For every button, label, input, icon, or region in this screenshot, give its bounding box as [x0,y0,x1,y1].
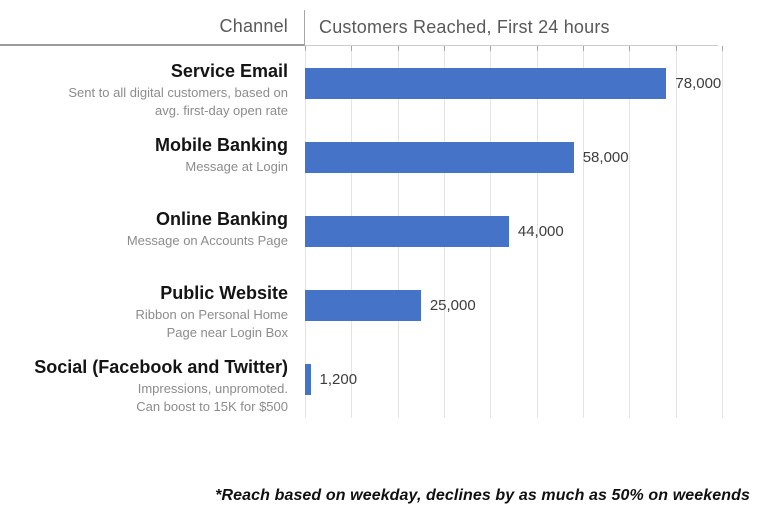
chart-row: Online Banking Message on Accounts Page … [0,194,758,268]
footnote: *Reach based on weekday, declines by as … [215,487,750,504]
category-note: Message at Login [185,158,288,174]
bar [305,215,509,247]
category-label: Social (Facebook and Twitter) [34,357,288,377]
category-label-cell: Service Email Sent to all digital custom… [0,46,305,120]
bar [305,67,667,99]
bar [305,141,574,173]
chart-row: Service Email Sent to all digital custom… [0,46,758,120]
gridline [536,46,538,418]
bar-value-label: 58,000 [582,148,629,166]
category-label-cell: Public Website Ribbon on Personal Home Pa… [0,268,305,342]
category-label: Online Banking [155,209,288,229]
chart-header: Channel Customers Reached, First 24 hour… [0,0,718,46]
category-label: Mobile Banking [154,135,288,155]
channel-column-header-cell: Channel [0,0,305,46]
bar-cell: 25,000 [305,268,722,342]
chart-rows: Service Email Sent to all digital custom… [0,46,758,416]
category-label-cell: Mobile Banking Message at Login [0,120,305,194]
bar-value-label: 78,000 [675,74,722,92]
bar-value-label: 1,200 [319,370,358,388]
chart-row: Public Website Ribbon on Personal Home Pa… [0,268,758,342]
bar-cell: 58,000 [305,120,722,194]
bar [305,289,421,321]
category-label-cell: Social (Facebook and Twitter) Impression… [0,342,305,416]
gridline [582,46,584,418]
gridline [722,46,723,418]
category-label: Service Email [170,61,288,81]
chart-row: Mobile Banking Message at Login 58,000 [0,120,758,194]
gridline [675,46,677,418]
category-note: Ribbon on Personal Home Page near Login B… [135,306,288,340]
bar-value-label: 44,000 [517,222,564,240]
chart-title: Customers Reached, First 24 hours [319,17,610,37]
bar-cell: 1,200 [305,342,722,416]
header-divider-line [304,10,305,46]
chart-row: Social (Facebook and Twitter) Impression… [0,342,758,416]
category-note: Impressions, unpromoted. Can boost to 15K… [136,380,288,414]
category-label: Public Website [160,283,288,303]
bar-cell: 44,000 [305,194,722,268]
channel-column-header: Channel [219,16,288,36]
bar [305,363,311,395]
category-note: Sent to all digital customers, based on a… [68,84,288,118]
gridline [629,46,631,418]
category-note: Message on Accounts Page [126,232,288,248]
bar-value-label: 25,000 [429,296,476,314]
chart-title-cell: Customers Reached, First 24 hours [305,0,718,46]
bar-cell: 78,000 [305,46,722,120]
category-label-cell: Online Banking Message on Accounts Page [0,194,305,268]
